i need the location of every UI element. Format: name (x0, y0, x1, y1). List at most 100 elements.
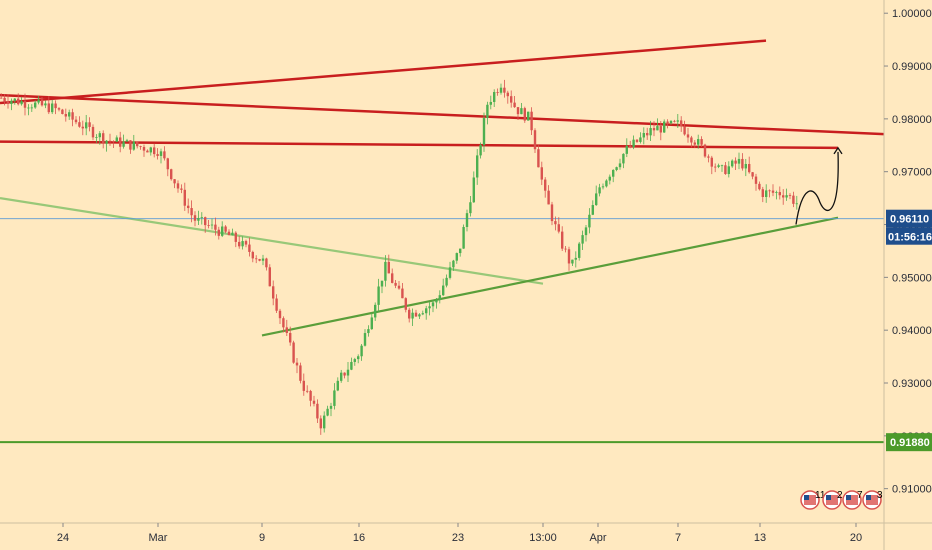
candle-body (486, 104, 489, 119)
candle-body (482, 118, 486, 145)
candle-body (112, 141, 115, 142)
candle-body (720, 165, 724, 167)
candle-body (768, 190, 771, 192)
candle-body (156, 154, 159, 156)
candle-body (465, 213, 469, 227)
event-count: 11 (815, 490, 826, 501)
candle-body (350, 361, 353, 370)
candle-body (397, 285, 401, 289)
candle-body (717, 165, 720, 167)
candle-body (108, 140, 112, 142)
trend-line-3[interactable] (0, 39, 767, 105)
candle-body (510, 96, 513, 103)
candle-body (122, 141, 125, 147)
candle-body (540, 167, 543, 180)
candle-body (34, 102, 37, 108)
candle-body (306, 390, 309, 392)
candle-body (431, 302, 435, 307)
candle-body (316, 403, 319, 419)
candle-body (234, 232, 237, 242)
candle-body (176, 183, 180, 189)
candle-body (289, 332, 292, 343)
candle-body (224, 226, 227, 232)
trend-line-1[interactable] (0, 93, 885, 136)
candle-body (299, 365, 302, 381)
price-tick-label: 1.00000 (892, 8, 932, 20)
candle-body (105, 140, 108, 144)
candle-body (554, 221, 557, 225)
economic-events[interactable]: 11 2 7 3 (800, 490, 883, 510)
candle-body (10, 100, 13, 104)
candle-body (51, 103, 54, 113)
candle-body (418, 314, 421, 317)
candle-body (561, 231, 564, 249)
trend-lines[interactable] (0, 39, 885, 444)
price-axis[interactable]: 0.910000.920000.930000.940000.950000.960… (884, 8, 932, 496)
candle-body (795, 203, 798, 205)
candle-body (312, 400, 316, 404)
candle-body (98, 133, 101, 138)
price-tick-label: 0.95000 (892, 272, 932, 284)
time-tick-label: 24 (57, 532, 69, 544)
candle-body (530, 111, 533, 131)
candle-body (537, 149, 540, 168)
support-price-badge (886, 433, 932, 452)
candle-body (442, 285, 445, 296)
candle-body (401, 288, 404, 299)
candle-body (6, 101, 10, 104)
candle-body (567, 249, 571, 264)
candle-body (493, 92, 496, 102)
candle-body (391, 273, 394, 283)
candle-body (309, 390, 312, 401)
trend-line-5[interactable] (261, 216, 839, 337)
candle-body (146, 150, 149, 153)
candle-body (428, 306, 431, 309)
candle-body (159, 151, 163, 156)
candle-body (183, 189, 186, 206)
time-axis[interactable]: 24 Mar 9 16 23 13:00 Apr 7 13 20 (57, 523, 862, 544)
candle-body (564, 248, 567, 250)
candle-body (217, 229, 220, 236)
candle-body (227, 231, 231, 236)
candle-body (557, 224, 560, 232)
candle-body (268, 267, 271, 287)
candle-body (374, 304, 377, 318)
candle-body (353, 359, 356, 362)
candle-body (520, 108, 523, 115)
candle-body (27, 107, 30, 109)
candle-body (163, 151, 166, 159)
candle-body (625, 145, 628, 154)
candle-body (455, 253, 458, 261)
candle-body (204, 217, 207, 226)
candle-body (64, 114, 67, 117)
candle-body (697, 139, 700, 145)
event-flag-canton (826, 495, 831, 500)
candle-body (659, 126, 662, 133)
candle-body (384, 261, 387, 281)
candle-body (445, 277, 448, 286)
candle-body (136, 141, 139, 147)
candle-body (448, 267, 452, 278)
candle-body (3, 97, 6, 102)
candle-body (669, 120, 673, 124)
candle-body (282, 318, 285, 328)
last-price-label: 0.96110 (890, 214, 929, 226)
projection-path[interactable] (795, 151, 839, 225)
candle-body (476, 155, 479, 178)
event-count: 3 (877, 490, 883, 501)
price-tick-label: 0.91000 (892, 484, 932, 496)
candle-body (771, 190, 775, 193)
candle-body (775, 192, 778, 193)
candle-body (462, 226, 465, 249)
candle-body (673, 120, 676, 122)
trend-line-4[interactable] (0, 197, 544, 285)
candle-body (13, 98, 16, 101)
candle-body (748, 164, 751, 173)
candle-body (472, 177, 475, 203)
candle-body (173, 179, 176, 184)
candle-body (74, 119, 78, 123)
event-flag-stripes (866, 495, 878, 505)
candle-body (81, 126, 84, 129)
